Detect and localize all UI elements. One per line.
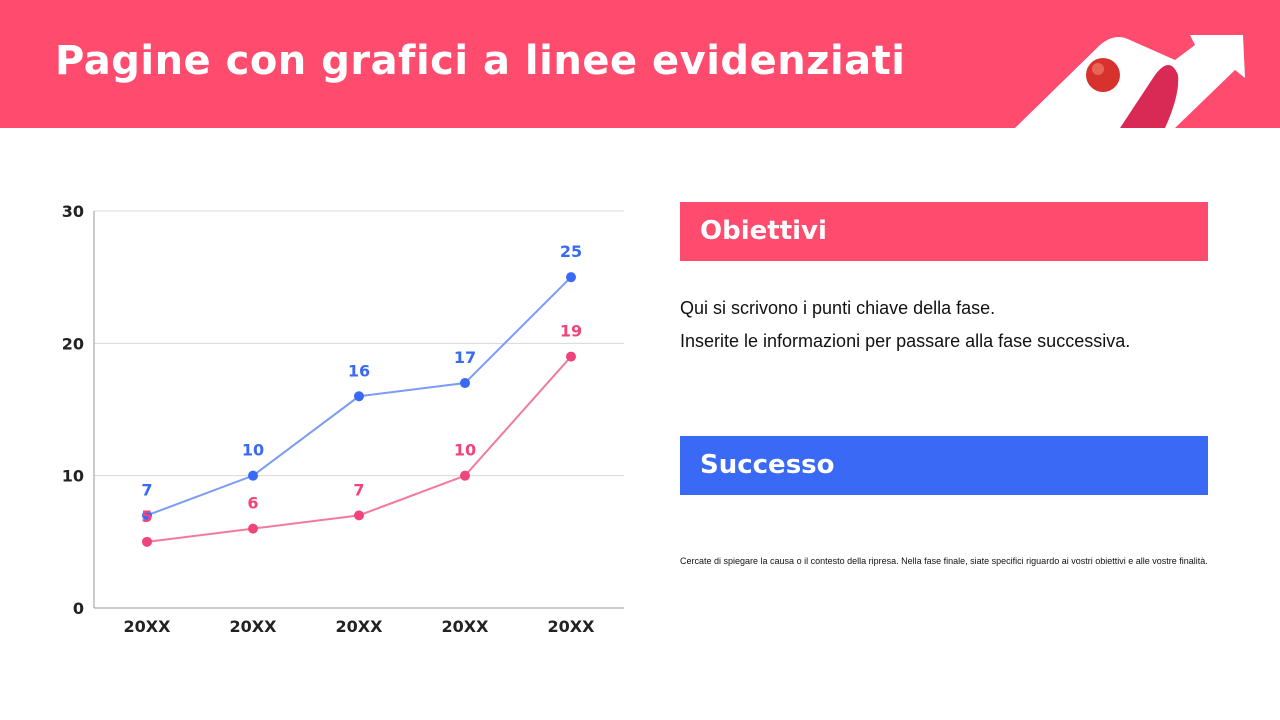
data-point — [354, 391, 364, 402]
data-point — [354, 510, 364, 521]
data-label: 6 — [247, 494, 258, 513]
success-heading: Successo — [680, 436, 1208, 495]
data-label: 5 — [141, 507, 152, 526]
data-point — [566, 272, 576, 283]
data-point — [248, 523, 258, 534]
data-label: 19 — [560, 322, 582, 341]
data-point — [566, 351, 576, 362]
data-point — [460, 378, 470, 389]
data-point — [142, 510, 152, 521]
goals-line: Qui si scrivono i punti chiave della fas… — [680, 298, 996, 318]
y-tick-label: 0 — [73, 599, 84, 618]
x-tick-label: 20XX — [124, 617, 172, 636]
goals-text: Qui si scrivono i punti chiave della fas… — [680, 292, 1130, 358]
header-banner: Pagine con grafici a linee evidenziati — [0, 0, 1280, 128]
data-point — [248, 470, 258, 481]
data-label: 16 — [348, 361, 370, 380]
data-label: 25 — [560, 242, 582, 261]
x-tick-label: 20XX — [336, 617, 384, 636]
goals-heading: Obiettivi — [680, 202, 1208, 261]
y-tick-label: 10 — [62, 467, 84, 486]
success-text: Cercate di spiegare la causa o il contes… — [680, 556, 1208, 566]
x-tick-label: 20XX — [548, 617, 596, 636]
line-chart: 0 10 20 30 20XX 20XX 20XX 20XX 20XX 7 10 16 17 25 5 6 7 1… — [62, 202, 624, 636]
data-label: 7 — [353, 480, 364, 499]
data-label: 7 — [141, 480, 152, 499]
data-point — [460, 470, 470, 481]
data-point — [142, 536, 152, 547]
data-label: 10 — [242, 441, 264, 460]
y-tick-label: 30 — [62, 202, 84, 221]
x-tick-label: 20XX — [442, 617, 490, 636]
x-tick-label: 20XX — [230, 617, 278, 636]
page-title: Pagine con grafici a linee evidenziati — [55, 38, 906, 84]
y-tick-label: 20 — [62, 334, 84, 353]
goals-line: Inserite le informazioni per passare all… — [680, 331, 1131, 351]
data-label: 17 — [454, 348, 476, 367]
growth-arrow-illustration — [1015, 35, 1245, 128]
data-label: 10 — [454, 441, 476, 460]
